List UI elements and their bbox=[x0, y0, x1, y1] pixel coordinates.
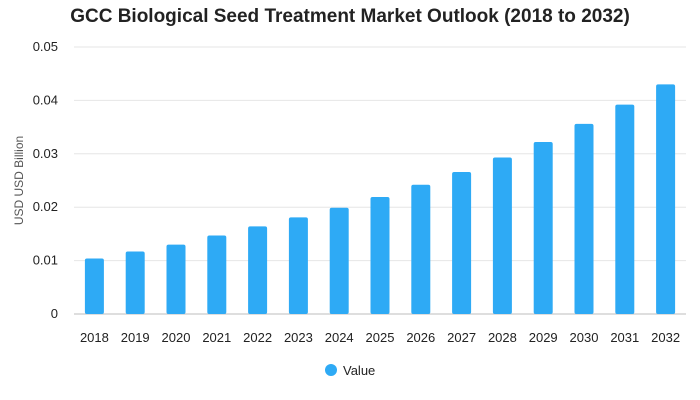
x-tick-label: 2020 bbox=[162, 330, 191, 345]
bar bbox=[84, 258, 104, 314]
bar bbox=[370, 197, 390, 314]
y-tick-label: 0 bbox=[51, 306, 58, 321]
bar bbox=[574, 123, 594, 315]
x-tick-label: 2030 bbox=[570, 330, 599, 345]
legend-label: Value bbox=[343, 363, 375, 378]
bar bbox=[452, 171, 472, 314]
bar bbox=[492, 157, 512, 314]
bar bbox=[533, 142, 553, 314]
y-tick-label: 0.03 bbox=[33, 146, 58, 161]
x-tick-label: 2027 bbox=[447, 330, 476, 345]
x-tick-label: 2031 bbox=[610, 330, 639, 345]
bar bbox=[615, 104, 635, 314]
x-tick-label: 2025 bbox=[366, 330, 395, 345]
x-tick-label: 2026 bbox=[406, 330, 435, 345]
chart-title: GCC Biological Seed Treatment Market Out… bbox=[70, 6, 630, 27]
bar bbox=[166, 244, 186, 314]
bar bbox=[656, 84, 676, 314]
x-tick-label: 2032 bbox=[651, 330, 680, 345]
x-tick-label: 2018 bbox=[80, 330, 109, 345]
bar bbox=[411, 184, 431, 314]
x-tick-label: 2021 bbox=[202, 330, 231, 345]
x-tick-label: 2019 bbox=[121, 330, 150, 345]
bar bbox=[288, 217, 308, 314]
x-tick-label: 2023 bbox=[284, 330, 313, 345]
bar bbox=[329, 207, 349, 314]
legend-marker bbox=[325, 364, 337, 376]
y-tick-label: 0.01 bbox=[33, 253, 58, 268]
x-tick-label: 2024 bbox=[325, 330, 354, 345]
x-tick-label: 2028 bbox=[488, 330, 517, 345]
y-axis-label: USD USD Billion bbox=[12, 136, 26, 225]
bar bbox=[207, 235, 227, 314]
y-tick-label: 0.05 bbox=[33, 39, 58, 54]
y-tick-label: 0.04 bbox=[33, 92, 58, 107]
x-tick-label: 2022 bbox=[243, 330, 272, 345]
bar bbox=[125, 251, 145, 314]
bar bbox=[248, 226, 268, 314]
y-tick-label: 0.02 bbox=[33, 199, 58, 214]
x-tick-label: 2029 bbox=[529, 330, 558, 345]
